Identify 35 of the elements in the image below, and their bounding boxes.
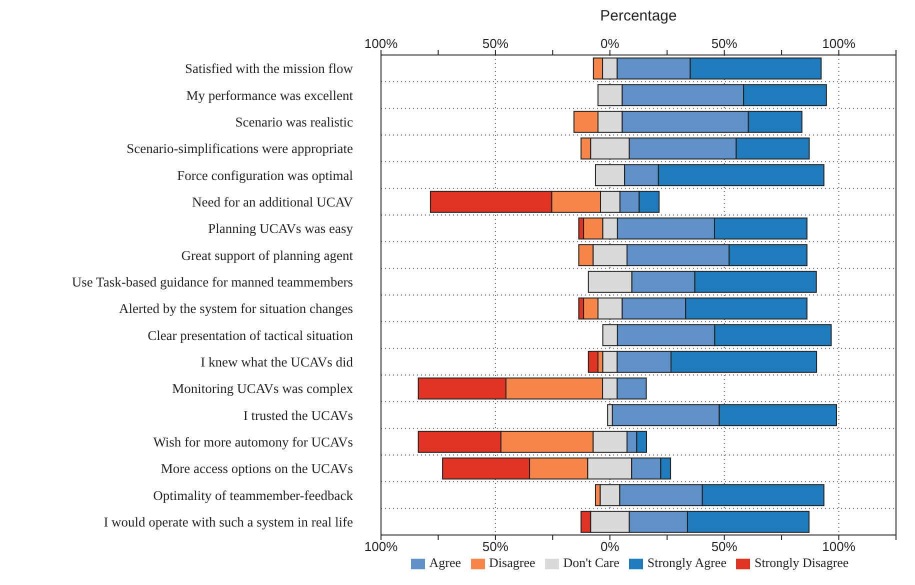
legend-label: Strongly Disagree [754, 555, 849, 570]
x2-tick-label: 100% [822, 36, 856, 51]
y-tick-label: Optimality of teammember-feedback [153, 488, 354, 503]
x2-axis-title: Percentage [600, 8, 677, 25]
y-tick-label: Alerted by the system for situation changes [119, 301, 353, 316]
x2-tick-label: 100% [364, 36, 398, 51]
x2-tick-label: 0% [600, 36, 620, 51]
y-tick-label: I trusted the UCAVs [243, 408, 353, 423]
y-tick-label: Need for an additional UCAV [192, 194, 354, 210]
y-tick-label: My performance was excellent [186, 88, 354, 103]
x2-tick-label: 50% [711, 36, 738, 51]
legend-label: Disagree [489, 555, 536, 570]
legend-label: Strongly Agree [647, 555, 726, 570]
x-tick-label: 100% [822, 539, 856, 554]
y-tick-label: Wish for more automony for UCAVs [153, 434, 353, 450]
y-tick-label: Use Task-based guidance for manned teammembers [72, 274, 353, 290]
x-tick-label: 100% [364, 539, 398, 554]
y-tick-label: Great support of planning agent [181, 248, 354, 263]
y-tick-label: Clear presentation of tactical situation [148, 328, 354, 343]
y-tick-label: Planning UCAVs was easy [208, 221, 354, 236]
y-tick-label: Scenario was realistic [235, 114, 354, 130]
x-tick-label: 0% [600, 539, 620, 554]
y-tick-label: Force configuration was optimal [177, 168, 354, 183]
y-tick-label: I knew what the UCAVs did [200, 354, 354, 370]
x-tick-label: 50% [482, 539, 509, 554]
y-tick-label: Satisfied with the mission flow [185, 61, 354, 76]
legend-label: Don't Care [563, 555, 620, 570]
y-tick-label: Scenario-simplifications were appropriate [126, 141, 353, 156]
y-tick-label: I would operate with such a system in real life [104, 514, 353, 530]
y-tick-label: Monitoring UCAVs was complex [172, 381, 354, 396]
x2-tick-label: 50% [482, 36, 509, 51]
y-tick-label: More access options on the UCAVs [160, 461, 353, 476]
bar [588, 350, 598, 373]
legend-label: Agree [429, 555, 462, 570]
x-tick-label: 50% [711, 539, 738, 554]
